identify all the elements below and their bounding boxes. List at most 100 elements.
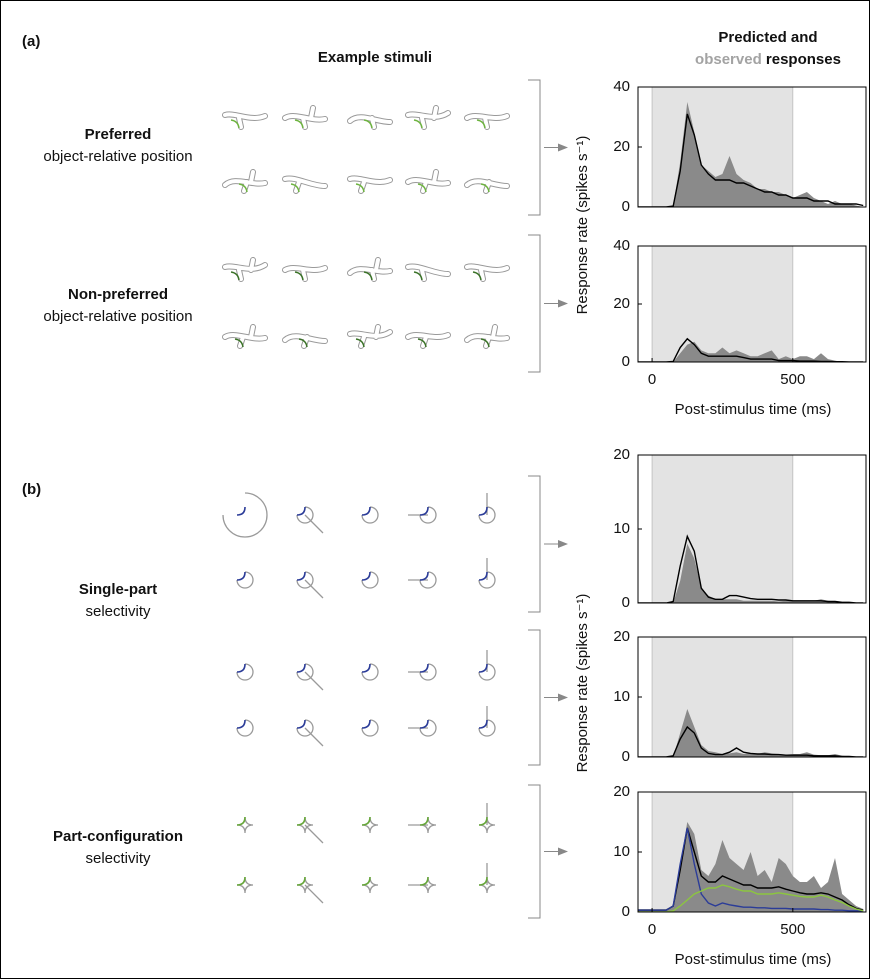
y-axis-label: Response rate (spikes s⁻¹) [574, 136, 591, 315]
stimulus-accent [355, 183, 365, 193]
stimulus-inner [223, 258, 267, 281]
panel-label: (b) [22, 481, 41, 498]
predicted-line [638, 337, 864, 362]
predicted-line [638, 884, 864, 912]
stimulus-outline [361, 663, 379, 681]
stimulus-inner [465, 114, 509, 129]
stimulus-outline [408, 719, 437, 737]
stimulus-accent [478, 816, 488, 826]
stimulus-accent [236, 663, 246, 673]
stimulus-accent [355, 338, 365, 348]
y-tick-label: 10 [613, 520, 630, 537]
y-tick-label: 20 [613, 295, 630, 312]
plot: 0 10 20 0 500 [613, 783, 867, 938]
stimulus-inner [406, 264, 450, 281]
stimulus-accent [417, 183, 427, 193]
x-tick-label: 0 [648, 921, 656, 938]
stimulus-accent [419, 816, 429, 826]
y-tick-label: 20 [613, 446, 630, 463]
y-tick-label: 20 [613, 783, 630, 800]
stimulus-accent [290, 183, 300, 193]
stimulus-accent [296, 719, 306, 729]
observed-area [638, 341, 864, 362]
observed-area [638, 822, 864, 912]
stimulus-accent [296, 876, 306, 886]
stimulus-accent [413, 119, 423, 129]
stimulus-outline [222, 492, 268, 538]
column-heading: Example stimuli [318, 49, 432, 66]
stimulus-accent [478, 663, 488, 673]
stimulus-accent [476, 119, 486, 129]
stimulus-accent [480, 338, 490, 348]
plot: 0 20 40 [613, 78, 867, 215]
stimulus-accent [419, 876, 429, 886]
stimulus-accent [298, 338, 308, 348]
stimulus-accent [296, 571, 306, 581]
stimulus-accent [236, 506, 246, 516]
stimulus-outline [361, 506, 379, 524]
y-tick-label: 0 [622, 748, 630, 765]
arrow-head [558, 540, 568, 548]
stimulus-outline [296, 663, 324, 691]
x-tick-label: 0 [648, 371, 656, 388]
bracket [528, 234, 541, 373]
y-tick-label: 10 [613, 843, 630, 860]
stimulus-accent [236, 876, 246, 886]
stimulus-accent [472, 271, 482, 281]
group-subtitle: selectivity [85, 603, 151, 620]
stimulus-accent [238, 183, 248, 193]
observed-area [638, 543, 864, 603]
stimulus-accent [478, 876, 488, 886]
observed-area [638, 102, 864, 207]
stimulus-accent [419, 506, 429, 516]
stimulus-outline [296, 506, 324, 534]
stimulus-accent [419, 663, 429, 673]
stimulus-window [652, 246, 793, 362]
stimulus-accent [361, 876, 371, 886]
plot: 0 10 20 [613, 446, 867, 611]
group-title: Preferred [85, 126, 152, 143]
stimulus-accent [419, 719, 429, 729]
x-axis-label: Post-stimulus time (ms) [675, 951, 832, 968]
x-tick-label: 500 [780, 371, 805, 388]
stimulus-accent [363, 119, 373, 129]
stimulus-outline [296, 571, 324, 599]
stimulus-outline [236, 719, 254, 737]
y-tick-label: 0 [622, 903, 630, 920]
stimulus-window [652, 637, 793, 757]
plot: 0 10 20 [613, 628, 867, 765]
stimulus-accent [230, 119, 240, 129]
stimulus-accent [361, 719, 371, 729]
stimulus-accent [296, 506, 306, 516]
predicted-line [638, 725, 864, 757]
stimulus-accent [363, 271, 373, 281]
plot: 0 20 40 0 500 [613, 237, 867, 388]
arrow-head [558, 299, 568, 308]
y-tick-label: 40 [613, 237, 630, 254]
group-title: Single-part [79, 581, 157, 598]
stimulus-accent [236, 571, 246, 581]
stimulus-outline [408, 571, 437, 589]
y-tick-label: 0 [622, 353, 630, 370]
panel-label: (a) [22, 33, 40, 50]
observed-word: observed [695, 51, 762, 68]
stimulus-window [652, 455, 793, 603]
stimulus-accent [413, 271, 423, 281]
group-subtitle: object-relative position [43, 148, 192, 165]
stimulus-outline [236, 571, 254, 589]
bracket [528, 475, 541, 613]
y-tick-label: 0 [622, 594, 630, 611]
stimulus-inner [348, 115, 392, 129]
stimulus-outline [361, 571, 379, 589]
stimulus-inner [283, 266, 327, 281]
stimulus-accent [236, 719, 246, 729]
stimulus-inner [283, 106, 327, 129]
stimulus-outline [296, 719, 324, 747]
stimulus-accent [361, 663, 371, 673]
x-axis-label: Post-stimulus time (ms) [675, 401, 832, 418]
stimulus-accent [294, 119, 304, 129]
predicted-line [638, 113, 864, 207]
stimulus-accent [478, 506, 488, 516]
group-title: Part-configuration [53, 828, 183, 845]
